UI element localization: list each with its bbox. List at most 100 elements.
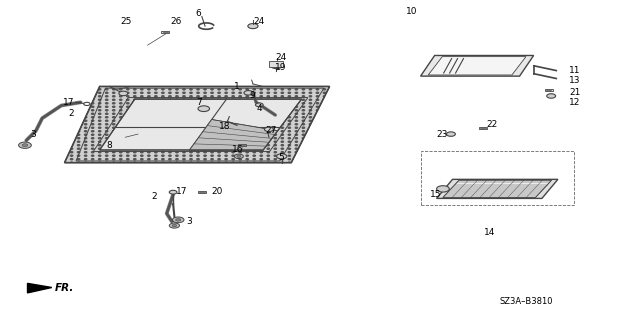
Circle shape bbox=[127, 89, 129, 90]
Circle shape bbox=[162, 120, 164, 121]
Circle shape bbox=[99, 124, 101, 125]
Circle shape bbox=[260, 113, 262, 114]
Circle shape bbox=[288, 131, 291, 132]
Circle shape bbox=[99, 145, 101, 146]
Circle shape bbox=[303, 117, 305, 118]
Circle shape bbox=[246, 130, 248, 131]
Circle shape bbox=[246, 127, 248, 128]
Circle shape bbox=[225, 99, 227, 100]
Circle shape bbox=[202, 124, 204, 125]
Circle shape bbox=[323, 110, 326, 111]
Circle shape bbox=[225, 162, 227, 163]
Circle shape bbox=[195, 130, 197, 131]
Circle shape bbox=[169, 106, 171, 108]
Circle shape bbox=[309, 96, 312, 97]
Circle shape bbox=[169, 103, 171, 104]
Circle shape bbox=[253, 162, 255, 163]
Circle shape bbox=[150, 117, 152, 118]
Circle shape bbox=[239, 127, 241, 128]
Circle shape bbox=[302, 131, 305, 132]
Circle shape bbox=[302, 117, 305, 118]
Circle shape bbox=[316, 162, 319, 163]
Circle shape bbox=[330, 124, 333, 125]
Circle shape bbox=[195, 121, 197, 122]
Circle shape bbox=[134, 96, 136, 97]
Circle shape bbox=[99, 120, 101, 121]
Circle shape bbox=[183, 148, 185, 149]
Circle shape bbox=[77, 145, 80, 146]
Circle shape bbox=[112, 111, 114, 112]
Circle shape bbox=[225, 131, 227, 132]
Text: 18: 18 bbox=[219, 122, 230, 131]
Circle shape bbox=[84, 152, 87, 153]
Circle shape bbox=[169, 155, 171, 156]
Circle shape bbox=[323, 103, 326, 104]
Circle shape bbox=[246, 103, 248, 104]
Circle shape bbox=[239, 106, 241, 108]
Circle shape bbox=[281, 145, 284, 146]
Circle shape bbox=[127, 99, 129, 100]
Circle shape bbox=[246, 117, 248, 118]
Circle shape bbox=[63, 85, 66, 86]
Circle shape bbox=[259, 121, 261, 122]
Circle shape bbox=[195, 101, 197, 102]
Circle shape bbox=[253, 120, 255, 121]
Circle shape bbox=[63, 92, 66, 93]
Circle shape bbox=[112, 105, 114, 106]
Circle shape bbox=[267, 106, 269, 108]
Circle shape bbox=[281, 113, 284, 114]
Circle shape bbox=[211, 152, 213, 153]
Circle shape bbox=[195, 114, 197, 115]
Circle shape bbox=[259, 124, 261, 125]
Circle shape bbox=[144, 127, 146, 128]
Circle shape bbox=[155, 134, 157, 135]
Circle shape bbox=[169, 89, 171, 90]
Circle shape bbox=[309, 148, 312, 149]
Circle shape bbox=[106, 137, 108, 139]
Circle shape bbox=[291, 101, 292, 102]
Circle shape bbox=[182, 108, 184, 109]
Circle shape bbox=[211, 134, 213, 135]
Circle shape bbox=[99, 99, 101, 100]
Circle shape bbox=[323, 141, 326, 142]
Circle shape bbox=[202, 105, 204, 106]
Circle shape bbox=[189, 99, 191, 100]
Circle shape bbox=[288, 152, 291, 153]
Circle shape bbox=[253, 145, 255, 146]
Circle shape bbox=[208, 130, 210, 131]
Circle shape bbox=[176, 92, 178, 93]
Circle shape bbox=[272, 108, 274, 109]
Circle shape bbox=[266, 108, 268, 109]
Circle shape bbox=[218, 159, 220, 160]
Circle shape bbox=[204, 120, 206, 121]
Circle shape bbox=[150, 121, 152, 122]
Circle shape bbox=[163, 105, 165, 106]
Circle shape bbox=[162, 85, 164, 86]
Circle shape bbox=[253, 106, 255, 108]
Circle shape bbox=[225, 92, 227, 93]
Circle shape bbox=[131, 114, 133, 115]
Circle shape bbox=[92, 131, 94, 132]
Circle shape bbox=[77, 159, 80, 160]
Circle shape bbox=[106, 103, 108, 104]
Circle shape bbox=[120, 117, 122, 118]
Circle shape bbox=[288, 148, 291, 149]
Circle shape bbox=[92, 99, 94, 100]
Circle shape bbox=[211, 106, 213, 108]
Circle shape bbox=[211, 85, 213, 86]
Circle shape bbox=[176, 101, 178, 102]
Text: 17: 17 bbox=[176, 187, 188, 196]
Circle shape bbox=[162, 89, 164, 90]
Circle shape bbox=[70, 127, 73, 128]
Circle shape bbox=[141, 145, 143, 146]
Circle shape bbox=[267, 89, 269, 90]
Circle shape bbox=[183, 96, 185, 97]
Circle shape bbox=[92, 110, 94, 111]
Circle shape bbox=[225, 124, 227, 125]
Circle shape bbox=[204, 152, 206, 153]
Circle shape bbox=[288, 89, 291, 90]
Circle shape bbox=[148, 141, 150, 142]
Circle shape bbox=[227, 127, 229, 128]
Circle shape bbox=[309, 152, 312, 153]
Circle shape bbox=[170, 111, 172, 112]
